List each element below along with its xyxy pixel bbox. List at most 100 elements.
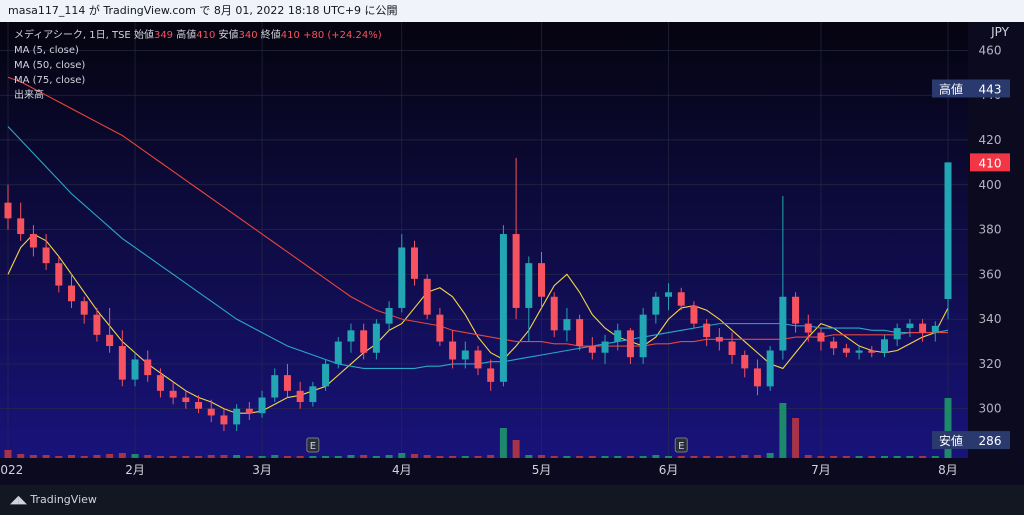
volume-bar — [588, 456, 596, 458]
candle-body — [563, 319, 571, 331]
candle-body — [525, 263, 533, 308]
candle-body — [322, 363, 330, 387]
volume-bar — [461, 456, 469, 458]
volume-bar — [423, 455, 431, 458]
candle-body — [690, 305, 698, 324]
volume-bar — [106, 454, 114, 458]
price-tag-value: 410 — [979, 156, 1002, 170]
candle-body — [868, 350, 876, 353]
volume-bar — [309, 456, 317, 458]
candle-body — [68, 285, 76, 302]
legend-entry: MA (5, close) — [14, 45, 79, 56]
price-tag-label: 安値 — [939, 433, 963, 448]
x-tick-label: 2022 — [0, 463, 23, 477]
volume-bar — [220, 455, 228, 458]
candle-body — [309, 386, 317, 403]
candle-body — [588, 346, 596, 353]
candle-body — [728, 341, 736, 355]
candle-body — [741, 354, 749, 369]
volume-bar — [868, 456, 876, 458]
x-tick-label: 4月 — [392, 463, 412, 477]
volume-bar — [17, 454, 25, 458]
candle-body — [372, 323, 380, 353]
candle-body — [550, 296, 558, 331]
candle-body — [665, 292, 673, 297]
volume-bar — [842, 456, 850, 458]
ohlc-value: 340 — [238, 30, 258, 41]
y-tick-label: 400 — [979, 178, 1002, 192]
candle-body — [715, 337, 723, 342]
candle-body — [817, 332, 825, 342]
price-tag-value: 443 — [979, 82, 1002, 96]
ohlc-label: 始値 — [133, 30, 154, 41]
y-tick-label: 460 — [979, 43, 1002, 57]
volume-bar — [931, 456, 939, 458]
candle-body — [792, 296, 800, 324]
time-axis — [0, 458, 968, 485]
footer: ◢◣ TradingView — [10, 493, 97, 506]
volume-bar — [525, 455, 533, 458]
candle-body — [334, 341, 342, 364]
volume-bar — [233, 455, 241, 458]
currency: JPY — [990, 25, 1010, 39]
volume-bar — [258, 456, 266, 458]
candle-body — [538, 263, 546, 297]
candle-body — [347, 330, 355, 342]
ohlc-label: 終値 — [260, 30, 281, 41]
volume-bar — [830, 456, 838, 458]
y-tick-label: 340 — [979, 312, 1002, 326]
volume-bar — [322, 456, 330, 458]
volume-bar — [677, 456, 685, 458]
volume-bar — [715, 456, 723, 458]
price-tag-box — [970, 431, 1010, 450]
candle-body — [258, 397, 266, 414]
volume-bar — [665, 456, 673, 458]
candle-body — [830, 341, 838, 349]
candle-body — [626, 330, 634, 358]
ohlc-value: 410 — [280, 30, 300, 41]
volume-bar — [817, 456, 825, 458]
candle-body — [652, 296, 660, 315]
volume-bar — [385, 455, 393, 458]
x-tick-label: 2月 — [125, 463, 145, 477]
candle-body — [512, 234, 520, 308]
volume-bar — [626, 456, 634, 458]
volume-bar — [245, 456, 253, 458]
candle-body — [93, 314, 101, 335]
volume-bar — [118, 453, 126, 458]
candle-body — [703, 323, 711, 338]
candle-body — [766, 350, 774, 387]
symbol: メディアシーク, 1日, TSE — [14, 30, 131, 41]
candle-body — [360, 330, 368, 353]
candle-body — [233, 408, 241, 425]
candle-body — [296, 390, 304, 403]
volume-bar — [68, 455, 76, 458]
volume-bar — [93, 455, 101, 458]
price-tag-box — [970, 153, 1010, 172]
candle-body — [29, 234, 37, 248]
candle-body — [804, 323, 812, 333]
volume-bar — [893, 456, 901, 458]
volume-bar — [538, 455, 546, 458]
footer-band — [0, 485, 1024, 515]
candle-body — [385, 307, 393, 324]
price-axis — [968, 22, 1024, 485]
candle-body — [271, 375, 279, 398]
volume-bar — [347, 455, 355, 458]
candle-body — [144, 359, 152, 376]
volume-bar — [944, 398, 952, 458]
candle-body — [42, 247, 50, 264]
price-tag-label-box — [932, 79, 970, 98]
volume-bar — [271, 455, 279, 458]
volume-bar — [550, 456, 558, 458]
header: masa117_114 が TradingView.com で 8月 01, 2… — [0, 0, 1024, 22]
candle-body — [156, 375, 164, 391]
volume-bar — [55, 456, 63, 458]
volume-bar — [474, 456, 482, 458]
volume-bar — [728, 456, 736, 458]
candle-body — [398, 247, 406, 308]
candle-body — [601, 341, 609, 353]
candle-body — [880, 339, 888, 353]
candle-body — [4, 202, 12, 219]
candle-body — [944, 162, 952, 299]
